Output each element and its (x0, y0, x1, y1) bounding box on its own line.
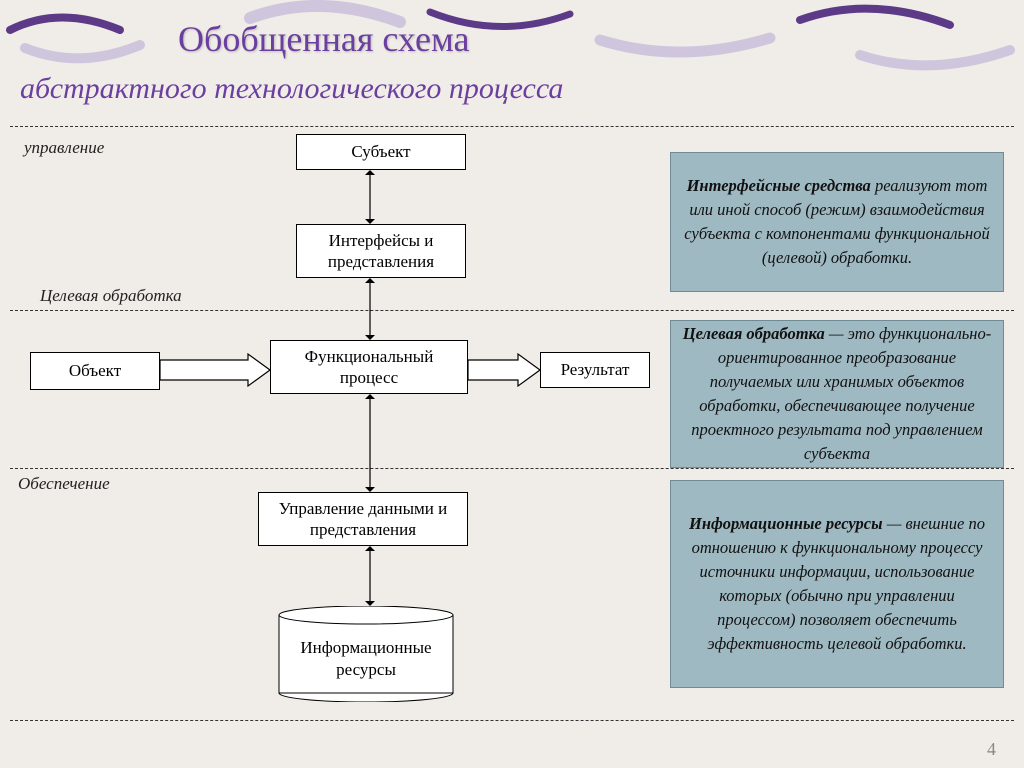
slide-stage: Обобщенная схема абстрактного технологич… (0, 0, 1024, 768)
page-number: 4 (987, 739, 996, 760)
connectors (0, 0, 1024, 768)
